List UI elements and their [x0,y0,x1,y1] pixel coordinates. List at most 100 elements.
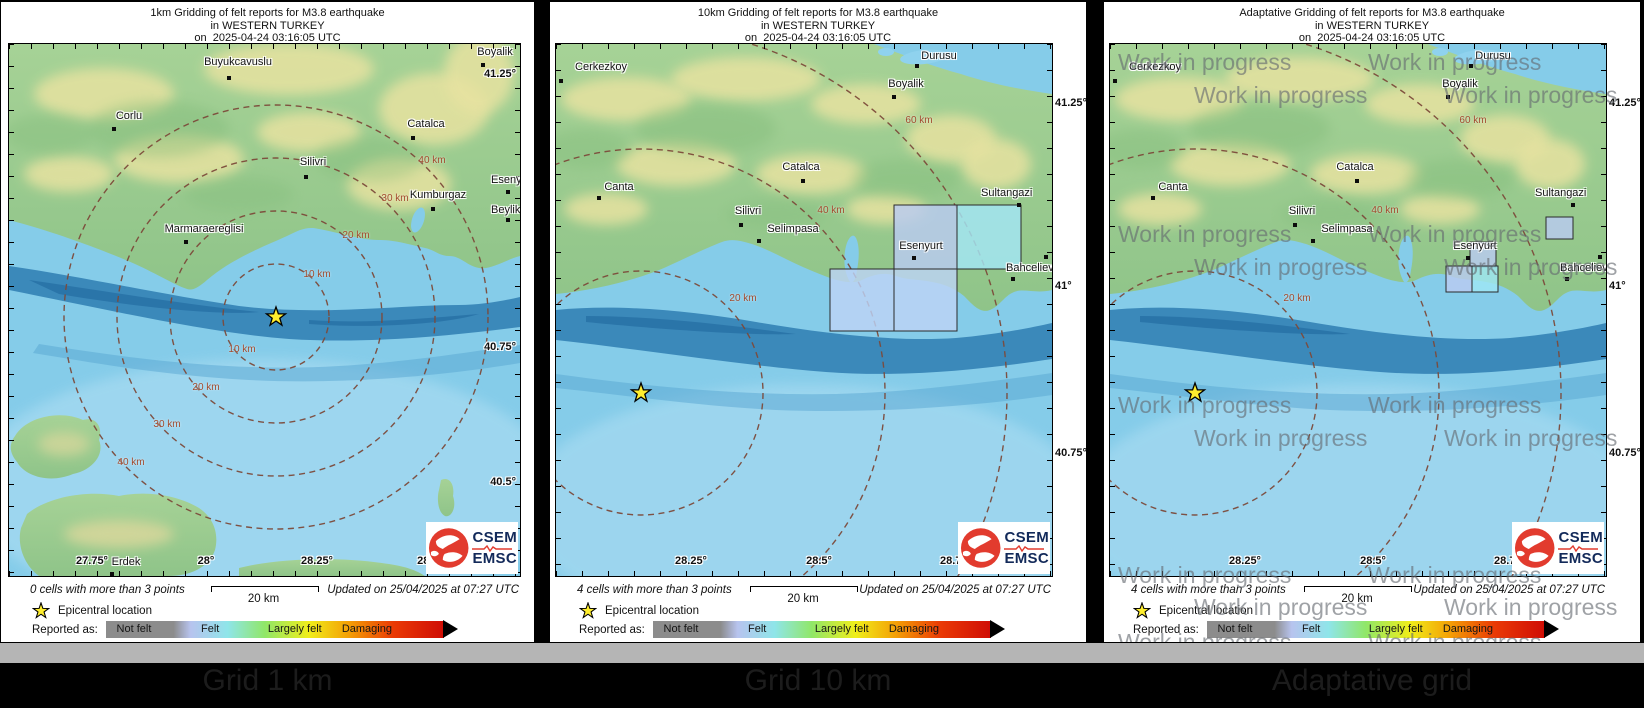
colorbar-label: Felt [1302,622,1321,635]
terrain-map [9,44,520,576]
city-dot [1044,255,1048,259]
felt-grid-cell [1471,265,1499,293]
colorbar-label: Largely felt [1368,622,1423,635]
city-dot [112,127,116,131]
epicenter-legend-label: Epicentral location [1159,605,1253,617]
map-panel-2: 10km Gridding of felt reports for M3.8 e… [550,2,1086,642]
axis-ticks [515,44,520,576]
city-label: Sultangazi [981,187,1033,199]
colorbar-label: Largely felt [814,622,869,635]
city-dot [411,136,415,140]
city-label: Buyukcavuslu [204,56,272,68]
epicenter-star-legend-icon [579,602,597,619]
panel-title-line-2: in WESTERN TURKEY [1314,19,1430,32]
intensity-gradient [106,621,444,638]
csem-emsc-logo: CSEM EMSC [426,522,518,574]
logo-text-csem: CSEM [1004,528,1049,546]
city-label: Silivri [734,205,762,217]
longitude-label: 28.25° [675,555,707,567]
city-label: Catalca [1336,161,1374,173]
city-label: Esenyurt [491,174,520,186]
panel-title-line-3: on 2025-04-24 03:16:05 UTC [744,32,892,44]
colorbar-label: Felt [748,622,767,635]
city-label: Silivri [299,156,327,168]
panel-title-line-1: 1km Gridding of felt reports for M3.8 ea… [150,7,385,19]
distance-ring [1110,270,1318,516]
panel-footer: 4 cells with more than 3 points 20 km Upda… [550,578,1086,642]
city-dot [559,79,563,83]
colorbar-label: Felt [201,622,220,635]
heartbeat-line-icon [1558,544,1599,552]
logo-text-csem: CSEM [1558,528,1603,546]
axis-ticks [9,44,14,576]
city-dot [1446,95,1450,99]
panel-footer: 4 cells with more than 3 points 20 km Upda… [1104,578,1640,642]
distance-ring [1302,44,1562,576]
city-dot [227,76,231,80]
city-dot [1011,277,1015,281]
city-dot [184,240,188,244]
colorbar-arrow-icon [443,620,458,638]
ring-distance-label: 60 km [905,115,933,126]
latitude-label: 41.25° [1609,97,1640,109]
epicenter-legend-label: Epicentral location [58,605,152,617]
city-dot [1571,203,1575,207]
colorbar-label: Not felt [1217,622,1253,635]
city-label: Catalca [782,161,820,173]
ring-distance-label: 60 km [1459,115,1487,126]
panel-title: 1km Gridding of felt reports for M3.8 ea… [1,7,534,45]
scale-bar [210,586,319,592]
emsc-globe-icon [1514,528,1555,568]
city-dot [1311,239,1315,243]
felt-grid-cell [893,268,958,332]
ring-distance-label: 30 km [153,419,181,430]
city-label: Kumburgaz [409,189,467,201]
city-dot [506,190,510,194]
intensity-gradient [1207,621,1545,638]
city-dot [1469,64,1473,68]
axis-ticks [556,571,1052,576]
city-label: Cerkezkoy [1129,61,1181,73]
axis-ticks [9,571,520,576]
city-label: Boyalik [888,78,924,90]
panel-title-line-1: 10km Gridding of felt reports for M3.8 e… [697,7,939,19]
latitude-label: 41.25° [484,68,516,80]
city-label: Bahcelievler [1006,262,1053,274]
panel-title: Adaptative Gridding of felt reports for … [1104,7,1640,45]
colorbar-label: Damaging [888,622,939,635]
city-dot [757,239,761,243]
longitude-label: 28.5° [1360,555,1386,567]
panel-footer: 0 cells with more than 3 points 20 km Upda… [1,578,534,642]
longitude-label: 28.25° [1229,555,1261,567]
city-dot [1293,223,1297,227]
longitude-label: 27.75° [76,555,108,567]
panel-title-line-2: in WESTERN TURKEY [760,19,876,32]
epicenter-star-icon [264,305,288,327]
city-label: Selimpasa [1321,223,1373,235]
epicenter-legend: Epicentral location [32,602,152,620]
scale-bar-label: 20 km [787,593,819,605]
city-label: Corlu [115,110,143,122]
city-label: Canta [1158,181,1188,193]
scale-bar [1304,586,1412,592]
logo-text-emsc: EMSC [1004,549,1049,567]
csem-emsc-logo: CSEM EMSC [1512,522,1604,574]
felt-grid-cell [829,268,895,332]
cells-count-note: 4 cells with more than 3 points [577,584,732,596]
ring-distance-label: 20 km [1283,293,1311,304]
reported-as-label: Reported as: [1133,624,1199,636]
longitude-label: 28.25° [301,555,333,567]
axis-ticks [1047,44,1052,576]
city-dot [912,256,916,260]
latitude-label: 41° [1055,280,1072,292]
axis-ticks [556,44,561,576]
city-dot [110,572,114,576]
map-canvas: 60 km 40 km 20 km Cerkezkoy Durusu Boyalik Cat… [555,43,1053,577]
distance-ring [556,270,764,516]
panel-caption: Grid 10 km [744,664,892,697]
felt-grid-cell [956,204,1022,270]
intensity-colorbar: Not felt Felt Largely felt Damaging [106,620,458,638]
epicenter-legend: Epicentral location [1133,602,1253,620]
felt-grid-cell [1469,241,1497,268]
map-canvas: 40 km 30 km 20 km 10 km 10 km 20 km 30 km 40 km… [8,43,521,577]
